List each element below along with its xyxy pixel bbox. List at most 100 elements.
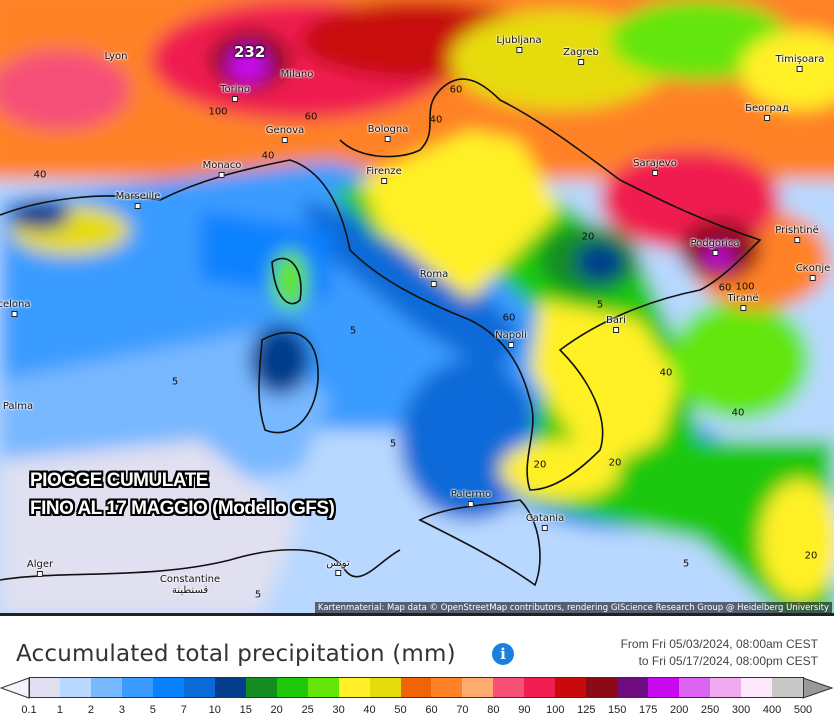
scale-left-arrow bbox=[0, 677, 30, 699]
contour-label: 20 bbox=[581, 231, 595, 243]
scale-swatch bbox=[462, 677, 495, 698]
scale-label: 1 bbox=[56, 704, 64, 716]
city-skopje: Скопје bbox=[796, 263, 830, 281]
contour-label: 60 bbox=[718, 282, 732, 294]
map-overlay-title: PIOGGE CUMULATE FINO AL 17 MAGGIO (Model… bbox=[30, 467, 335, 523]
contour-label: 40 bbox=[33, 169, 47, 181]
scale-label: 3 bbox=[118, 704, 125, 716]
overlay-line-1: PIOGGE CUMULATE bbox=[30, 470, 208, 491]
max-value-label: 232 bbox=[234, 43, 266, 61]
scale-swatch bbox=[617, 677, 650, 698]
scale-swatch bbox=[524, 677, 557, 698]
city-beograd: Београд bbox=[745, 103, 789, 121]
contour-label: 100 bbox=[735, 281, 755, 293]
range-from: From Fri 05/03/2024, 08:00am CEST bbox=[620, 637, 818, 651]
scale-swatch bbox=[307, 677, 340, 698]
contour-label: 60 bbox=[502, 312, 516, 324]
city-constantine: Constantine قسنطينة bbox=[159, 574, 221, 596]
contour-label: 5 bbox=[596, 299, 604, 311]
scale-label: 250 bbox=[700, 704, 720, 716]
city-palermo: Palermo bbox=[451, 489, 491, 507]
time-range: From Fri 05/03/2024, 08:00am CEST to Fri… bbox=[621, 636, 818, 670]
scale-swatch bbox=[59, 677, 92, 698]
city-bari: Bari bbox=[606, 315, 626, 333]
scale-right-arrow bbox=[802, 677, 834, 699]
scale-label: 175 bbox=[639, 704, 658, 716]
scale-swatch bbox=[710, 677, 743, 698]
scale-label: 500 bbox=[793, 704, 813, 716]
city-torino: Torino bbox=[220, 84, 250, 102]
scale-swatch bbox=[183, 677, 216, 698]
contour-label: 20 bbox=[804, 550, 818, 562]
city-alger: Alger bbox=[27, 559, 53, 577]
scale-label: 20 bbox=[270, 704, 283, 716]
info-icon[interactable]: i bbox=[492, 643, 514, 665]
scale-label: 50 bbox=[394, 704, 407, 716]
scale-swatch bbox=[338, 677, 371, 698]
city-podgorica: Podgorica bbox=[690, 238, 740, 256]
city-prishtine: Prishtinë bbox=[775, 225, 819, 243]
map-divider bbox=[0, 613, 834, 616]
scale-swatch bbox=[369, 677, 402, 698]
scale-label: 5 bbox=[149, 704, 156, 716]
scale-label: 15 bbox=[239, 704, 252, 716]
contour-label: 5 bbox=[349, 325, 357, 337]
scale-swatch bbox=[400, 677, 433, 698]
city-bologna: Bologna bbox=[368, 124, 408, 142]
contour-label: 40 bbox=[731, 407, 745, 419]
city-lyon: Lyon bbox=[104, 51, 128, 62]
scale-swatch bbox=[431, 677, 464, 698]
scale-label: 40 bbox=[363, 704, 376, 716]
contour-label: 40 bbox=[659, 367, 673, 379]
contour-label: 60 bbox=[449, 84, 463, 96]
scale-label: 70 bbox=[456, 704, 469, 716]
scale-label: 80 bbox=[487, 704, 500, 716]
contour-label: 40 bbox=[261, 150, 275, 162]
city-firenze: Firenze bbox=[366, 166, 402, 184]
city-monaco: Monaco bbox=[203, 160, 241, 178]
contour-label: 5 bbox=[171, 376, 179, 388]
scale-label: 7 bbox=[180, 704, 187, 716]
city-milano: Milano bbox=[280, 69, 314, 80]
scale-swatch bbox=[772, 677, 804, 698]
overlay-line-2: FINO AL 17 MAGGIO (Modello GFS) bbox=[30, 498, 335, 519]
scale-label: 0.1 bbox=[21, 704, 37, 716]
contour-label: 20 bbox=[608, 457, 622, 469]
scale-swatch bbox=[648, 677, 681, 698]
city-marseille: Marseille bbox=[116, 191, 160, 209]
color-scale bbox=[0, 677, 834, 700]
scale-label: 400 bbox=[762, 704, 782, 716]
precipitation-map[interactable]: 232 Lyon Torino Milano Genova Monaco Mar… bbox=[0, 0, 834, 615]
city-palma: Palma bbox=[2, 401, 34, 412]
city-catania: Catania bbox=[526, 513, 564, 531]
scale-label: 300 bbox=[731, 704, 751, 716]
scale-swatch bbox=[586, 677, 619, 698]
scale-swatch bbox=[276, 677, 309, 698]
scale-swatch bbox=[555, 677, 588, 698]
city-zagreb: Zagreb bbox=[563, 47, 599, 65]
contour-label: 60 bbox=[304, 111, 318, 123]
scale-swatch bbox=[121, 677, 154, 698]
city-sarajevo: Sarajevo bbox=[633, 158, 677, 176]
city-roma: Roma bbox=[420, 269, 448, 287]
precipitation-field bbox=[0, 0, 834, 615]
scale-label: 100 bbox=[546, 704, 565, 716]
city-timisoara: Timișoara bbox=[776, 54, 824, 72]
scale-label: 25 bbox=[301, 704, 314, 716]
scale-label: 90 bbox=[518, 704, 531, 716]
scale-swatch bbox=[90, 677, 123, 698]
scale-swatch bbox=[214, 677, 247, 698]
contour-label: 5 bbox=[254, 589, 262, 601]
contour-label: 5 bbox=[389, 438, 397, 450]
range-to: to Fri 05/17/2024, 08:00pm CEST bbox=[638, 654, 818, 668]
city-tunis: تونس bbox=[326, 558, 350, 576]
contour-label: 40 bbox=[429, 114, 443, 126]
contour-label: 100 bbox=[208, 106, 228, 118]
scale-label: 150 bbox=[608, 704, 627, 716]
contour-label: 5 bbox=[682, 558, 690, 570]
scale-label: 2 bbox=[87, 704, 94, 716]
scale-swatch bbox=[741, 677, 774, 698]
scale-label: 60 bbox=[425, 704, 438, 716]
city-tirane: Tiranë bbox=[727, 293, 759, 311]
scale-swatch bbox=[493, 677, 526, 698]
